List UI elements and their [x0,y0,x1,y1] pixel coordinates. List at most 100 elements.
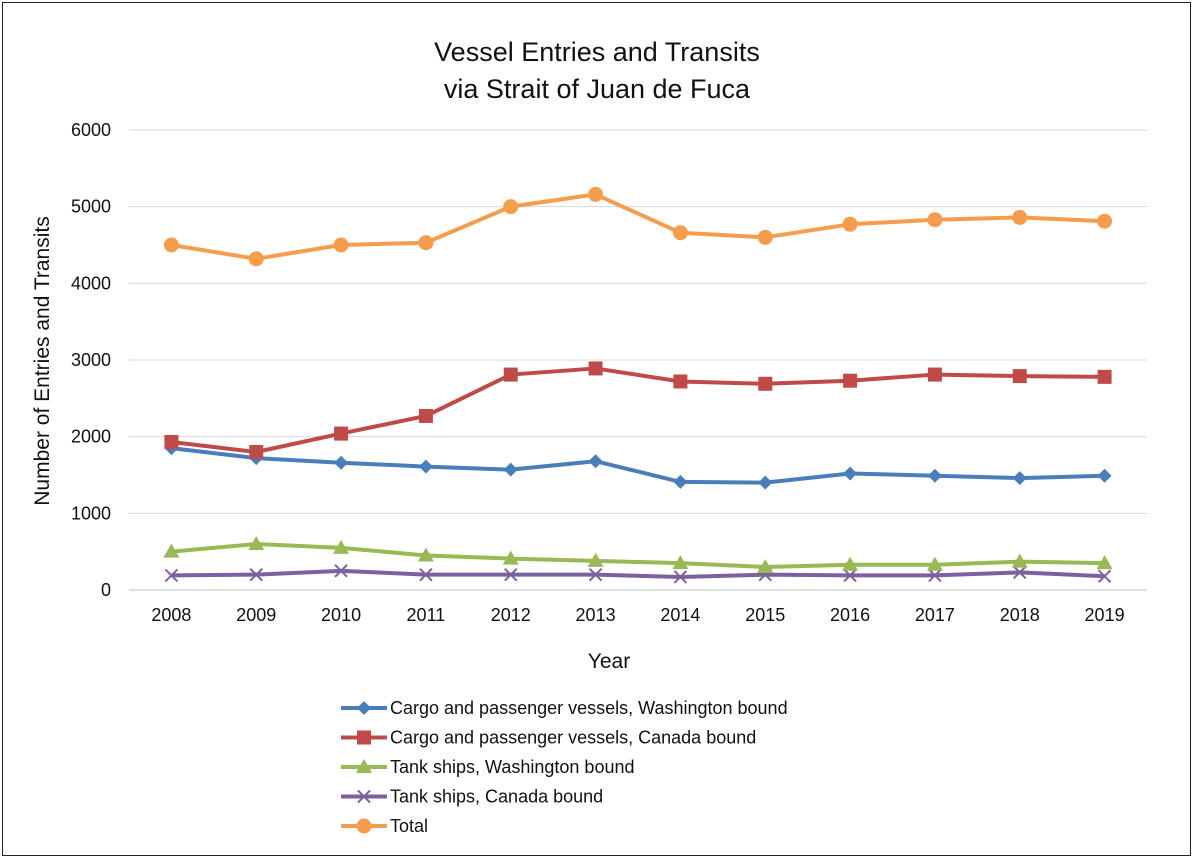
data-point [1012,209,1028,225]
x-tick-label: 2010 [321,605,361,625]
data-point [927,212,943,228]
data-point [928,568,942,583]
x-tick-label: 2017 [915,605,955,625]
data-point [757,559,774,573]
legend-marker [357,730,371,745]
data-point [418,408,433,423]
y-tick-label: 5000 [71,197,111,217]
legend-marker [357,701,371,715]
data-point [673,374,688,389]
chart-title: Vessel Entries and Transits via Strait o… [434,37,760,104]
data-point [503,199,519,215]
series-line [171,366,1105,454]
x-tick-label: 2015 [745,605,785,625]
data-point [163,237,179,253]
data-point [418,235,434,251]
y-tick-label: 2000 [71,427,111,447]
series-line [171,568,1105,579]
legend-marker [356,818,372,834]
data-point [164,568,179,583]
data-point [419,567,433,582]
data-point [503,367,518,382]
legend-item: Tank ships, Washington bound [341,757,635,777]
data-point [1012,471,1027,486]
series-line [171,192,1105,261]
data-point [843,568,857,583]
legend-item: Tank ships, Canada bound [341,787,603,807]
data-point [588,361,603,376]
data-point [504,567,518,582]
legend: Cargo and passenger vessels, Washington … [341,698,788,836]
x-tick-label: 2014 [660,605,700,625]
x-tick-label: 2009 [236,605,276,625]
data-point [1097,468,1112,483]
data-point [1011,553,1028,568]
data-point [334,564,348,578]
y-axis-ticks: 0 1000 2000 3000 4000 5000 6000 [71,120,111,600]
data-point [1097,569,1112,583]
series-0 [164,441,1112,490]
y-tick-label: 0 [101,580,111,600]
y-tick-label: 1000 [71,503,111,523]
data-point [758,475,773,490]
data-point [249,567,263,582]
data-point [248,536,265,550]
data-point [418,459,433,474]
legend-item: Cargo and passenger vessels, Canada boun… [341,728,756,748]
x-tick-label: 2013 [576,605,616,625]
legend-label: Cargo and passenger vessels, Washington … [390,698,788,718]
y-tick-label: 6000 [71,120,111,140]
series-line [171,446,1105,485]
data-point [672,225,688,241]
data-point [249,445,264,459]
y-tick-label: 3000 [71,350,111,370]
data-point [417,547,434,562]
data-point [843,373,858,388]
data-point [588,567,603,582]
data-point [673,570,688,584]
y-tick-label: 4000 [71,273,111,293]
data-point [757,229,773,245]
series-2 [163,536,1113,573]
data-point [926,556,943,571]
data-point [334,455,349,470]
data-point [842,216,858,232]
data-point [502,550,519,565]
legend-label: Total [390,816,428,836]
legend-item: Cargo and passenger vessels, Washington … [341,698,788,718]
line-chart: Vessel Entries and Transits via Strait o… [31,37,1147,836]
legend-marker [357,789,371,804]
data-point [333,237,349,253]
legend-label: Tank ships, Washington bound [390,757,635,777]
data-point [333,539,350,554]
series-line [171,542,1105,569]
data-point [1096,555,1113,570]
series-group [163,186,1113,584]
data-point [1097,213,1113,229]
y-axis-title: Number of Entries and Transits [31,216,54,505]
data-point [672,555,689,570]
legend-label: Tank ships, Canada bound [390,787,603,807]
data-point [588,186,604,202]
x-tick-label: 2012 [491,605,531,625]
data-point [503,462,518,477]
legend-item: Total [341,816,428,836]
series-3 [164,564,1112,584]
data-point [163,543,180,558]
data-point [588,454,603,469]
data-point [1013,565,1027,580]
data-point [673,474,688,489]
legend-marker [356,759,372,773]
series-4 [163,186,1113,267]
data-point [1012,369,1027,384]
chart-title-line-1: Vessel Entries and Transits [434,37,760,67]
data-point [334,426,349,441]
gridlines [129,129,1147,591]
data-point [927,468,942,483]
data-point [1097,369,1112,384]
data-point [758,376,773,391]
x-tick-label: 2018 [1000,605,1040,625]
chart-title-line-2: via Strait of Juan de Fuca [444,74,751,104]
data-point [587,552,604,567]
